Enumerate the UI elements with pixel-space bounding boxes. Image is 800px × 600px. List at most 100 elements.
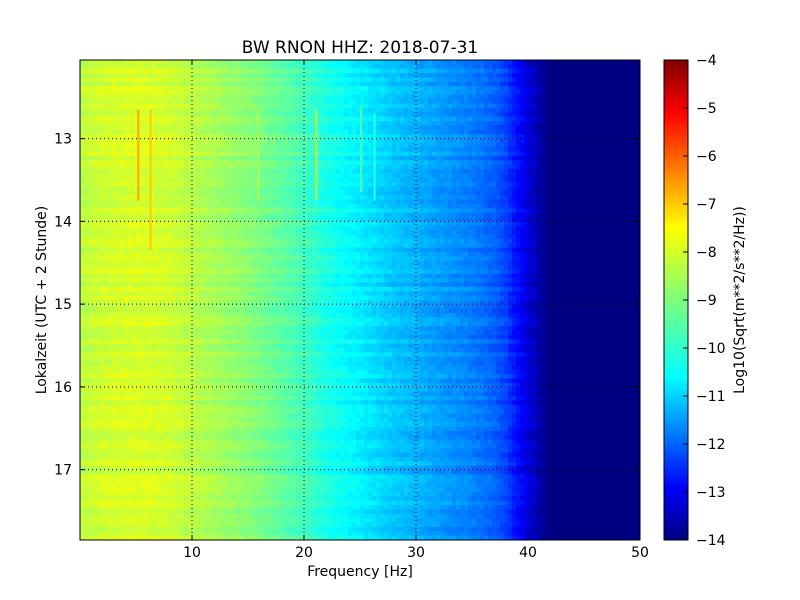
heatmap-cell bbox=[352, 125, 357, 130]
heatmap-cell bbox=[560, 139, 565, 144]
heatmap-cell bbox=[596, 139, 601, 144]
heatmap-cell bbox=[200, 121, 205, 126]
heatmap-cell bbox=[392, 73, 397, 78]
heatmap-cell bbox=[348, 95, 353, 100]
heatmap-cell bbox=[192, 143, 197, 148]
heatmap-cell bbox=[388, 213, 393, 218]
heatmap-cell bbox=[292, 195, 297, 200]
heatmap-cell bbox=[580, 95, 585, 100]
heatmap-cell bbox=[400, 95, 405, 100]
heatmap-cell bbox=[296, 204, 301, 209]
heatmap-cell bbox=[620, 104, 625, 109]
heatmap-cell bbox=[592, 208, 597, 213]
heatmap-cell bbox=[616, 77, 621, 82]
heatmap-cell bbox=[156, 143, 161, 148]
heatmap-cell bbox=[464, 86, 469, 91]
heatmap-cell bbox=[260, 204, 265, 209]
heatmap-cell bbox=[508, 125, 513, 130]
heatmap-cell bbox=[440, 213, 445, 218]
heatmap-cell bbox=[368, 73, 373, 78]
heatmap-cell bbox=[516, 195, 521, 200]
heatmap-cell bbox=[168, 121, 173, 126]
heatmap-cell bbox=[200, 99, 205, 104]
heatmap-cell bbox=[560, 191, 565, 196]
heatmap-cell bbox=[272, 152, 277, 157]
heatmap-cell bbox=[388, 108, 393, 113]
heatmap-cell bbox=[416, 191, 421, 196]
heatmap-cell bbox=[568, 200, 573, 205]
heatmap-cell bbox=[452, 213, 457, 218]
heatmap-cell bbox=[584, 200, 589, 205]
heatmap-cell bbox=[468, 82, 473, 87]
heatmap-cell bbox=[556, 178, 561, 183]
heatmap-cell bbox=[492, 108, 497, 113]
heatmap-cell bbox=[564, 77, 569, 82]
heatmap-cell bbox=[248, 152, 253, 157]
heatmap-cell bbox=[108, 191, 113, 196]
heatmap-cell bbox=[516, 64, 521, 69]
heatmap-cell bbox=[116, 95, 121, 100]
heatmap-cell bbox=[564, 130, 569, 135]
heatmap-cell bbox=[484, 169, 489, 174]
heatmap-cell bbox=[292, 143, 297, 148]
heatmap-cell bbox=[252, 130, 257, 135]
heatmap-cell bbox=[236, 160, 241, 165]
heatmap-cell bbox=[116, 187, 121, 192]
heatmap-cell bbox=[532, 117, 537, 122]
heatmap-cell bbox=[240, 64, 245, 69]
heatmap-cell bbox=[624, 77, 629, 82]
heatmap-cell bbox=[236, 200, 241, 205]
heatmap-cell bbox=[340, 191, 345, 196]
heatmap-cell bbox=[528, 60, 533, 65]
heatmap-cell bbox=[552, 204, 557, 209]
heatmap-cell bbox=[568, 156, 573, 161]
heatmap-cell bbox=[440, 104, 445, 109]
heatmap-cell bbox=[612, 191, 617, 196]
heatmap-cell bbox=[444, 147, 449, 152]
heatmap-cell bbox=[612, 82, 617, 87]
heatmap-cell bbox=[84, 195, 89, 200]
heatmap-cell bbox=[432, 213, 437, 218]
heatmap-cell bbox=[356, 143, 361, 148]
heatmap-cell bbox=[620, 117, 625, 122]
heatmap-cell bbox=[192, 187, 197, 192]
heatmap-cell bbox=[440, 208, 445, 213]
heatmap-cell bbox=[136, 64, 141, 69]
heatmap-cell bbox=[372, 108, 377, 113]
heatmap-cell bbox=[184, 117, 189, 122]
heatmap-cell bbox=[92, 156, 97, 161]
heatmap-cell bbox=[392, 208, 397, 213]
heatmap-cell bbox=[584, 60, 589, 65]
heatmap-cell bbox=[140, 147, 145, 152]
heatmap-cell bbox=[384, 169, 389, 174]
heatmap-cell bbox=[600, 86, 605, 91]
heatmap-cell bbox=[244, 169, 249, 174]
heatmap-cell bbox=[204, 121, 209, 126]
heatmap-cell bbox=[348, 213, 353, 218]
heatmap-cell bbox=[168, 73, 173, 78]
heatmap-cell bbox=[296, 86, 301, 91]
heatmap-cell bbox=[80, 82, 85, 87]
heatmap-cell bbox=[276, 117, 281, 122]
heatmap-cell bbox=[548, 108, 553, 113]
heatmap-cell bbox=[344, 112, 349, 117]
heatmap-cell bbox=[556, 99, 561, 104]
heatmap-cell bbox=[304, 156, 309, 161]
heatmap-cell bbox=[196, 139, 201, 144]
heatmap-cell bbox=[588, 112, 593, 117]
heatmap-cell bbox=[472, 191, 477, 196]
heatmap-cell bbox=[608, 152, 613, 157]
heatmap-cell bbox=[192, 130, 197, 135]
heatmap-cell bbox=[404, 204, 409, 209]
heatmap-cell bbox=[484, 178, 489, 183]
heatmap-cell bbox=[284, 200, 289, 205]
heatmap-cell bbox=[496, 117, 501, 122]
heatmap-cell bbox=[480, 69, 485, 74]
heatmap-cell bbox=[520, 152, 525, 157]
heatmap-cell bbox=[276, 178, 281, 183]
heatmap-cell bbox=[164, 95, 169, 100]
heatmap-cell bbox=[408, 77, 413, 82]
heatmap-cell bbox=[572, 208, 577, 213]
heatmap-cell bbox=[100, 86, 105, 91]
